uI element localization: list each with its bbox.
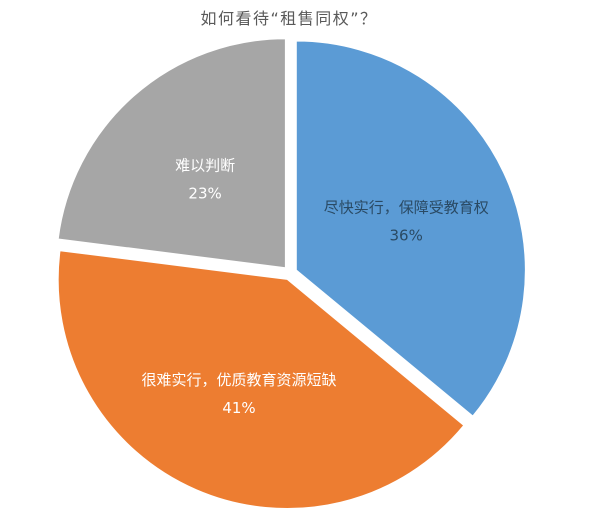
slice-label-1: 很难实行，优质教育资源短缺 <box>141 371 336 389</box>
pie-slice-0 <box>295 40 526 417</box>
pie-slice-1 <box>57 250 465 510</box>
pie-slice-2 <box>57 38 286 269</box>
chart-title: 如何看待“租售同权”？ <box>200 9 378 28</box>
slice-pct-label-2: 23% <box>188 185 221 203</box>
slice-pct-label-0: 36% <box>390 226 423 244</box>
slice-label-0: 尽快实行，保障受教育权 <box>324 198 489 216</box>
slice-label-2: 难以判断 <box>175 157 235 175</box>
slice-pct-label-1: 41% <box>222 399 255 417</box>
